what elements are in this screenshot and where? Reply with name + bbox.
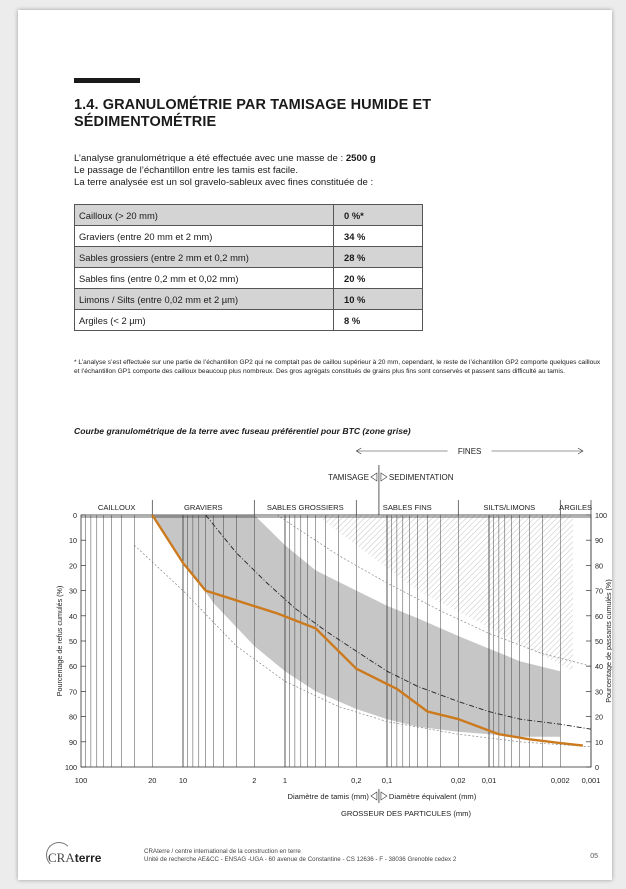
granulometry-chart: CAILLOUX GRAVIERS SABLES GROSSIERS SABLES F… xyxy=(55,446,612,818)
fines-label-bg xyxy=(447,446,492,456)
chart-title: Courbe granulométrique de la terre avec … xyxy=(74,426,411,436)
class-label: SILTS/LIMONS xyxy=(483,503,535,512)
footer-address: CRAterre / centre international de la co… xyxy=(144,848,456,864)
footer-line-2: Unité de recherche AE&CC - ENSAG -UGA - … xyxy=(144,856,457,863)
y-right-tick-label: 10 xyxy=(595,738,603,747)
intro-line-3: La terre analysée est un sol gravelo-sab… xyxy=(74,177,374,188)
footnote: * L’analyse s’est effectuée sur une part… xyxy=(74,359,601,375)
y-left-tick-label: 0 xyxy=(73,511,77,520)
x-tick-label: 0,002 xyxy=(551,776,570,785)
intro-line-1: L’analyse granulométrique a été effectué… xyxy=(74,153,376,165)
y-left-tick-label: 20 xyxy=(69,561,77,570)
sedimentation-label: SEDIMENTATION xyxy=(389,473,454,482)
fines-label: FINES xyxy=(458,447,482,456)
y-right-tick-label: 40 xyxy=(595,662,603,671)
y-left-tick-label: 80 xyxy=(69,713,77,722)
composition-label: Argiles (< 2 µm) xyxy=(74,309,334,331)
x-axis-left-arrow-icon xyxy=(370,791,378,801)
x-tick-label: 0,2 xyxy=(351,776,361,785)
section-title-line-2: SÉDIMENTOMÉTRIE xyxy=(74,114,217,130)
table-row: Sables grossiers (entre 2 mm et 0,2 mm) 2… xyxy=(74,246,423,268)
class-label: SABLES GROSSIERS xyxy=(267,503,344,512)
x-tick-label: 0,02 xyxy=(451,776,466,785)
craterre-logo: CRAterre xyxy=(48,850,101,866)
y-left-tick-label: 70 xyxy=(69,687,77,696)
y-right-tick-label: 30 xyxy=(595,687,603,696)
y-left-tick-label: 50 xyxy=(69,637,77,646)
y-left-tick-label: 30 xyxy=(69,587,77,596)
tamisage-arrow-icon xyxy=(370,472,378,482)
x-tick-label: 0,01 xyxy=(482,776,497,785)
y-right-tick-label: 80 xyxy=(595,561,603,570)
fines-arrow-right-head xyxy=(577,447,584,455)
logo-bold: terre xyxy=(74,851,102,865)
page-number: 05 xyxy=(590,853,598,860)
composition-table: Cailloux (> 20 mm) 0 %* Graviers (entre 2… xyxy=(74,204,423,331)
tamisage-label: TAMISAGE xyxy=(328,473,369,482)
fines-arrow-left-head xyxy=(355,447,362,455)
guide-curve xyxy=(134,544,592,748)
x-tick-label: 10 xyxy=(179,776,187,785)
y-left-axis-title: Pourcentage de refus cumulés (%) xyxy=(55,586,64,697)
y-right-tick-label: 90 xyxy=(595,536,603,545)
section-rule xyxy=(74,78,140,83)
x-axis-title-main: GROSSEUR DES PARTICULES (mm) xyxy=(341,809,472,818)
x-tick-label: 20 xyxy=(148,776,156,785)
footer-line-1: CRAterre / centre international de la co… xyxy=(144,848,301,855)
class-label: GRAVIERS xyxy=(184,503,223,512)
logo-prefix: CRA xyxy=(48,850,75,865)
y-left-tick-label: 60 xyxy=(69,662,77,671)
section-title: 1.4. GRANULOMÉTRIE PAR TAMISAGE HUMIDE E… xyxy=(74,97,534,131)
section-title-line-1: 1.4. GRANULOMÉTRIE PAR TAMISAGE HUMIDE E… xyxy=(74,97,432,113)
composition-value: 10 % xyxy=(333,288,423,310)
x-axis-title-right: Diamètre équivalent (mm) xyxy=(389,792,477,801)
y-right-tick-label: 100 xyxy=(595,511,607,520)
intro-line-1-prefix: L’analyse granulométrique a été effectué… xyxy=(74,153,346,164)
composition-value: 8 % xyxy=(333,309,423,331)
x-tick-label: 0,001 xyxy=(582,776,601,785)
class-label: SABLES FINS xyxy=(383,503,432,512)
y-left-tick-label: 100 xyxy=(65,763,77,772)
table-row: Argiles (< 2 µm) 8 % xyxy=(74,309,423,331)
class-label: ARGILES xyxy=(559,503,592,512)
footer: CRAterre CRAterre / centre international… xyxy=(46,842,612,874)
y-right-tick-label: 70 xyxy=(595,587,603,596)
x-tick-label: 0,1 xyxy=(382,776,392,785)
table-row: Graviers (entre 20 mm et 2 mm) 34 % xyxy=(74,225,423,247)
y-right-axis-title: Pourcentage de passants cumulés (%) xyxy=(604,579,612,702)
y-left-tick-label: 10 xyxy=(69,536,77,545)
y-right-tick-label: 60 xyxy=(595,612,603,621)
sedimentation-arrow-icon xyxy=(380,472,388,482)
y-left-tick-label: 90 xyxy=(69,738,77,747)
y-right-tick-label: 50 xyxy=(595,637,603,646)
soil-curve-line xyxy=(151,514,584,747)
x-tick-label: 1 xyxy=(283,776,287,785)
class-label: CAILLOUX xyxy=(98,503,136,512)
reference-curve-line xyxy=(205,514,592,730)
y-right-tick-label: 0 xyxy=(595,763,599,772)
y-left-tick-label: 40 xyxy=(69,612,77,621)
x-axis-title-left: Diamètre de tamis (mm) xyxy=(287,792,369,801)
intro-text: L’analyse granulométrique a été effectué… xyxy=(74,153,376,189)
composition-label: Cailloux (> 20 mm) xyxy=(74,204,334,226)
x-tick-label: 100 xyxy=(75,776,88,785)
composition-value: 28 % xyxy=(333,246,423,268)
intro-line-2: Le passage de l’échantillon entre les ta… xyxy=(74,165,298,176)
x-tick-label: 2 xyxy=(252,776,256,785)
hatched-zone xyxy=(315,515,574,672)
x-axis-right-arrow-icon xyxy=(380,791,388,801)
logo-arc-icon xyxy=(46,842,72,868)
document-page: 1.4. GRANULOMÉTRIE PAR TAMISAGE HUMIDE E… xyxy=(18,10,612,880)
intro-mass: 2500 g xyxy=(345,153,376,164)
y-right-tick-label: 20 xyxy=(595,713,603,722)
